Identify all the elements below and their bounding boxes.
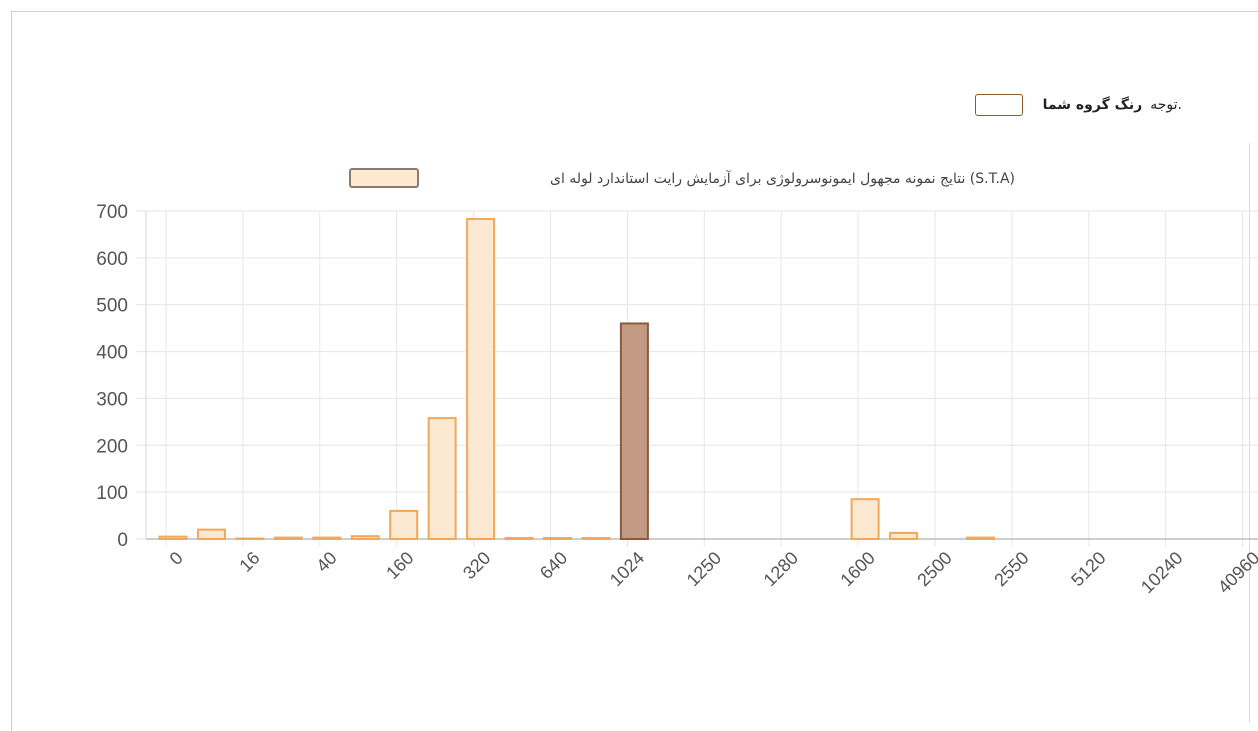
bar[interactable] bbox=[967, 538, 994, 539]
y-tick-label: 0 bbox=[117, 530, 128, 551]
y-tick-label: 300 bbox=[96, 389, 128, 410]
bar[interactable] bbox=[852, 499, 879, 539]
y-axis: 0 100 200 300 400 500 600 700 bbox=[96, 202, 128, 551]
y-tick-label: 600 bbox=[96, 249, 128, 270]
x-tick-label: 2500 bbox=[913, 548, 955, 590]
x-tick-label: 160 bbox=[382, 548, 417, 583]
bar[interactable] bbox=[582, 538, 609, 539]
legend-label: نتایج نمونه مجهول ایمونوسرولوژی برای آزم… bbox=[550, 170, 1015, 187]
y-tick-label: 500 bbox=[96, 296, 128, 317]
bar[interactable] bbox=[544, 538, 571, 539]
x-axis: 0 16 40 160 320 640 1024 1250 1280 1600 2500 2550 51… bbox=[166, 548, 1258, 598]
bar[interactable] bbox=[890, 533, 917, 539]
chart-legend[interactable]: نتایج نمونه مجهول ایمونوسرولوژی برای آزم… bbox=[350, 169, 1015, 187]
x-tick-label: 0 bbox=[166, 548, 187, 569]
x-tick-label: 1024 bbox=[606, 548, 648, 590]
bar[interactable] bbox=[198, 530, 225, 539]
x-tick-label: 10240 bbox=[1137, 548, 1187, 598]
bar[interactable] bbox=[621, 323, 648, 539]
x-tick-label: 320 bbox=[459, 548, 494, 583]
bar[interactable] bbox=[429, 418, 456, 539]
bar-series bbox=[160, 219, 994, 539]
legend-swatch[interactable] bbox=[350, 169, 418, 187]
bar[interactable] bbox=[352, 536, 379, 539]
bar[interactable] bbox=[275, 538, 302, 539]
x-tick-label: 640 bbox=[536, 548, 571, 583]
y-tick-label: 200 bbox=[96, 436, 128, 457]
bar[interactable] bbox=[467, 219, 494, 539]
bar[interactable] bbox=[506, 538, 533, 539]
x-tick-label: 40960 bbox=[1214, 548, 1258, 598]
chart-grid bbox=[136, 211, 1258, 547]
bar[interactable] bbox=[313, 538, 340, 539]
x-tick-label: 5120 bbox=[1067, 548, 1109, 590]
x-tick-label: 40 bbox=[312, 548, 340, 576]
x-tick-label: 16 bbox=[235, 548, 263, 576]
bar[interactable] bbox=[160, 537, 187, 539]
x-tick-label: 1250 bbox=[683, 548, 725, 590]
bar[interactable] bbox=[390, 511, 417, 539]
y-tick-label: 400 bbox=[96, 343, 128, 364]
x-tick-label: 1600 bbox=[836, 548, 878, 590]
x-tick-label: 2550 bbox=[990, 548, 1032, 590]
y-tick-label: 700 bbox=[96, 202, 128, 223]
y-tick-label: 100 bbox=[96, 483, 128, 504]
x-tick-label: 1280 bbox=[760, 548, 802, 590]
